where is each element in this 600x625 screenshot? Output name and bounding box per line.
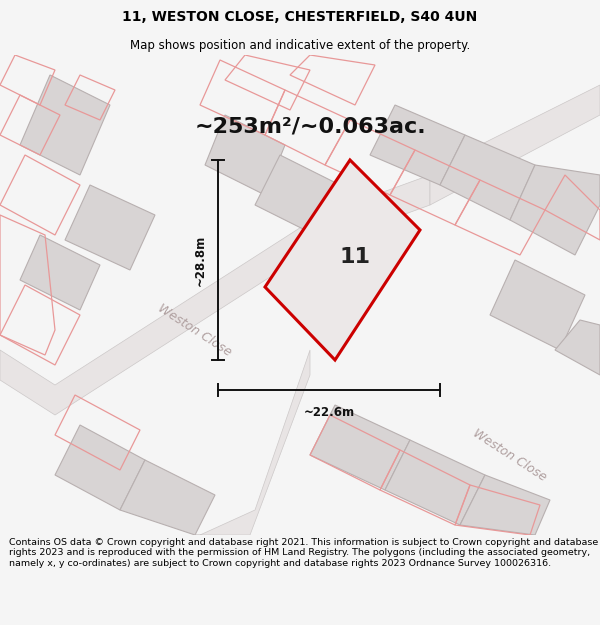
Polygon shape: [255, 155, 340, 235]
Polygon shape: [430, 85, 600, 205]
Polygon shape: [65, 185, 155, 270]
Polygon shape: [265, 160, 420, 360]
Polygon shape: [0, 175, 430, 415]
Polygon shape: [310, 405, 410, 490]
Text: Contains OS data © Crown copyright and database right 2021. This information is : Contains OS data © Crown copyright and d…: [9, 538, 598, 568]
Polygon shape: [385, 440, 485, 525]
Polygon shape: [490, 260, 585, 350]
Polygon shape: [20, 235, 100, 310]
Polygon shape: [120, 460, 215, 535]
Text: ~253m²/~0.063ac.: ~253m²/~0.063ac.: [194, 117, 426, 137]
Text: 11, WESTON CLOSE, CHESTERFIELD, S40 4UN: 11, WESTON CLOSE, CHESTERFIELD, S40 4UN: [122, 10, 478, 24]
Polygon shape: [510, 165, 600, 255]
Polygon shape: [555, 320, 600, 375]
Text: Map shows position and indicative extent of the property.: Map shows position and indicative extent…: [130, 39, 470, 51]
Polygon shape: [20, 75, 110, 175]
Text: 11: 11: [340, 247, 371, 267]
Polygon shape: [195, 350, 310, 535]
Text: Weston Close: Weston Close: [156, 301, 234, 359]
Polygon shape: [55, 425, 145, 510]
Text: ~22.6m: ~22.6m: [304, 406, 355, 419]
Polygon shape: [205, 115, 285, 195]
Text: Weston Close: Weston Close: [471, 426, 549, 484]
Polygon shape: [440, 135, 535, 220]
Polygon shape: [460, 475, 550, 535]
Text: ~28.8m: ~28.8m: [193, 234, 206, 286]
Polygon shape: [370, 105, 465, 185]
